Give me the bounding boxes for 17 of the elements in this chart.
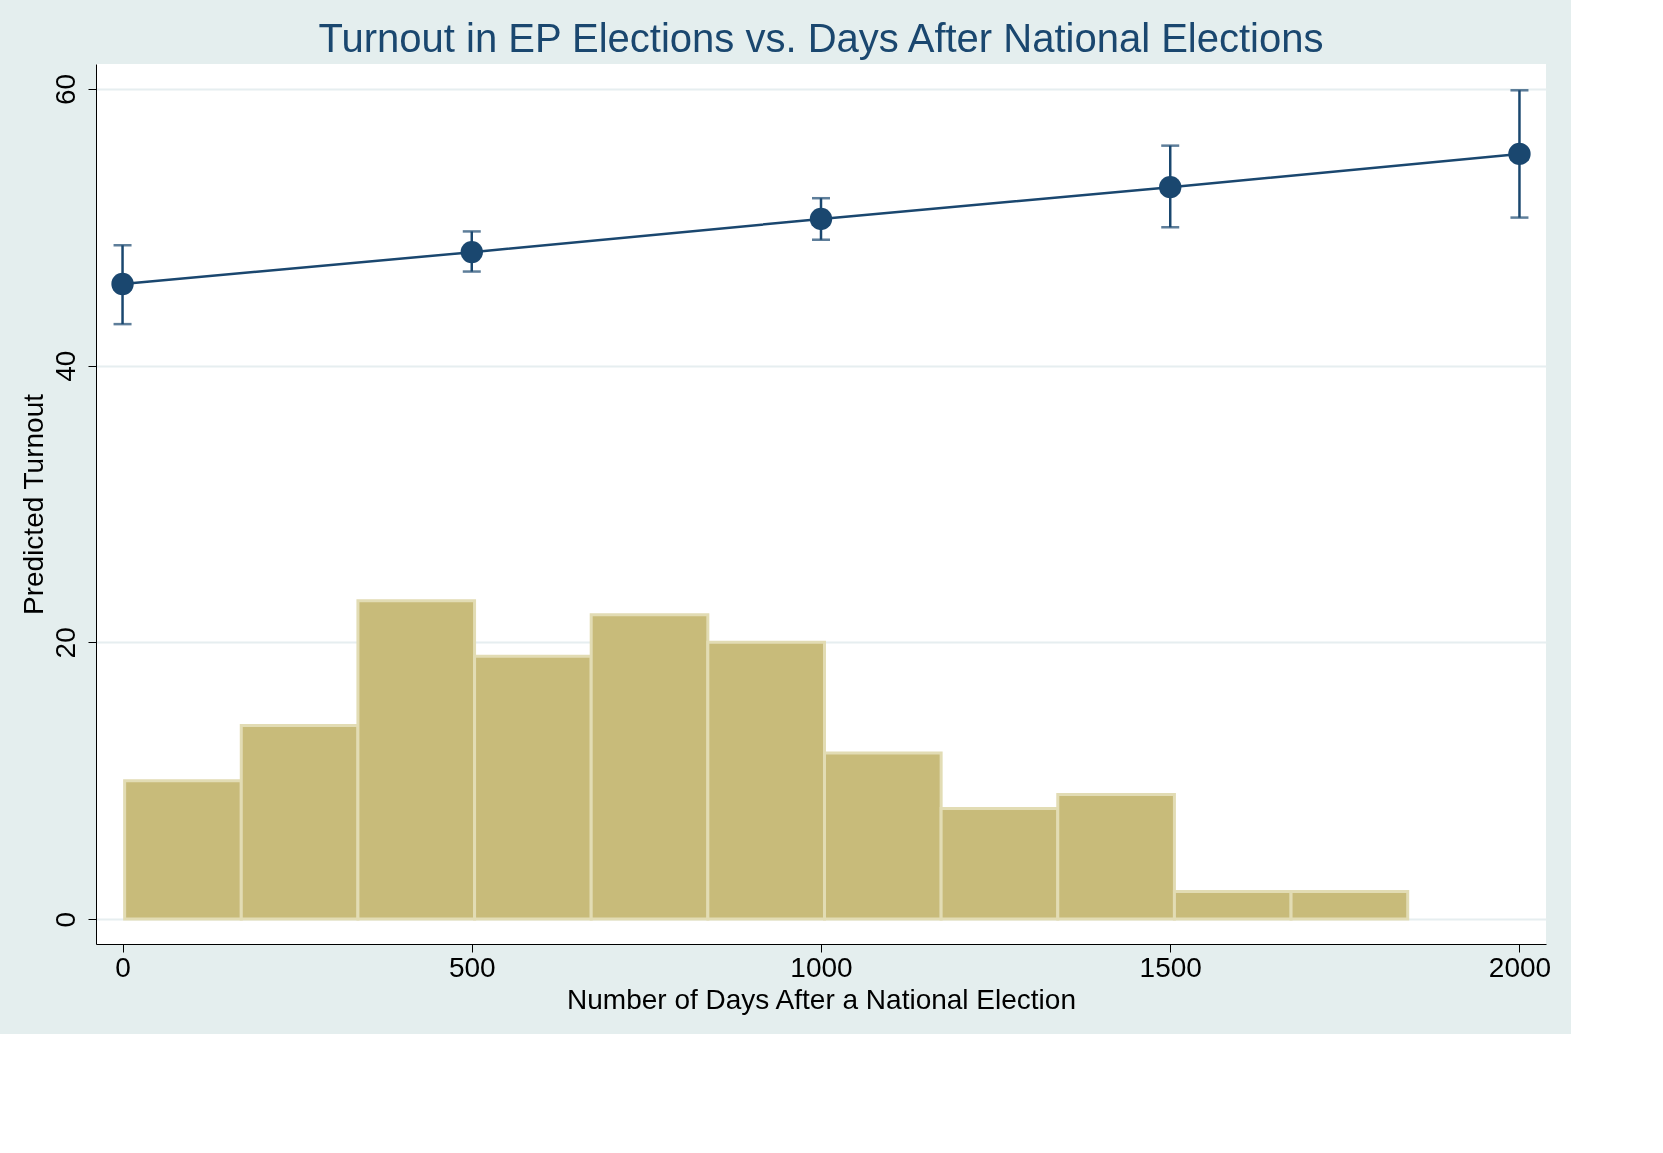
chart-title: Turnout in EP Elections vs. Days After National Elections	[318, 16, 1324, 60]
point	[1159, 175, 1182, 199]
x-tick-label: 0	[115, 951, 131, 983]
point	[460, 241, 483, 264]
y-tick-label: 0	[49, 911, 81, 928]
point	[1508, 142, 1531, 166]
x-tick-label: 1500	[1139, 951, 1202, 983]
point	[809, 207, 833, 231]
y-tick-label: 20	[49, 627, 81, 659]
x-tick-label: 500	[448, 951, 496, 983]
point	[111, 272, 134, 296]
y-tick-label: 40	[49, 350, 81, 382]
y-axis-title: Predicted Turnout	[17, 393, 49, 616]
y-tick-label: 60	[49, 73, 81, 105]
x-axis-title: Number of Days After a National Election	[567, 983, 1076, 1015]
x-tick-label: 2000	[1488, 951, 1552, 983]
x-tick-label: 1000	[790, 951, 853, 983]
